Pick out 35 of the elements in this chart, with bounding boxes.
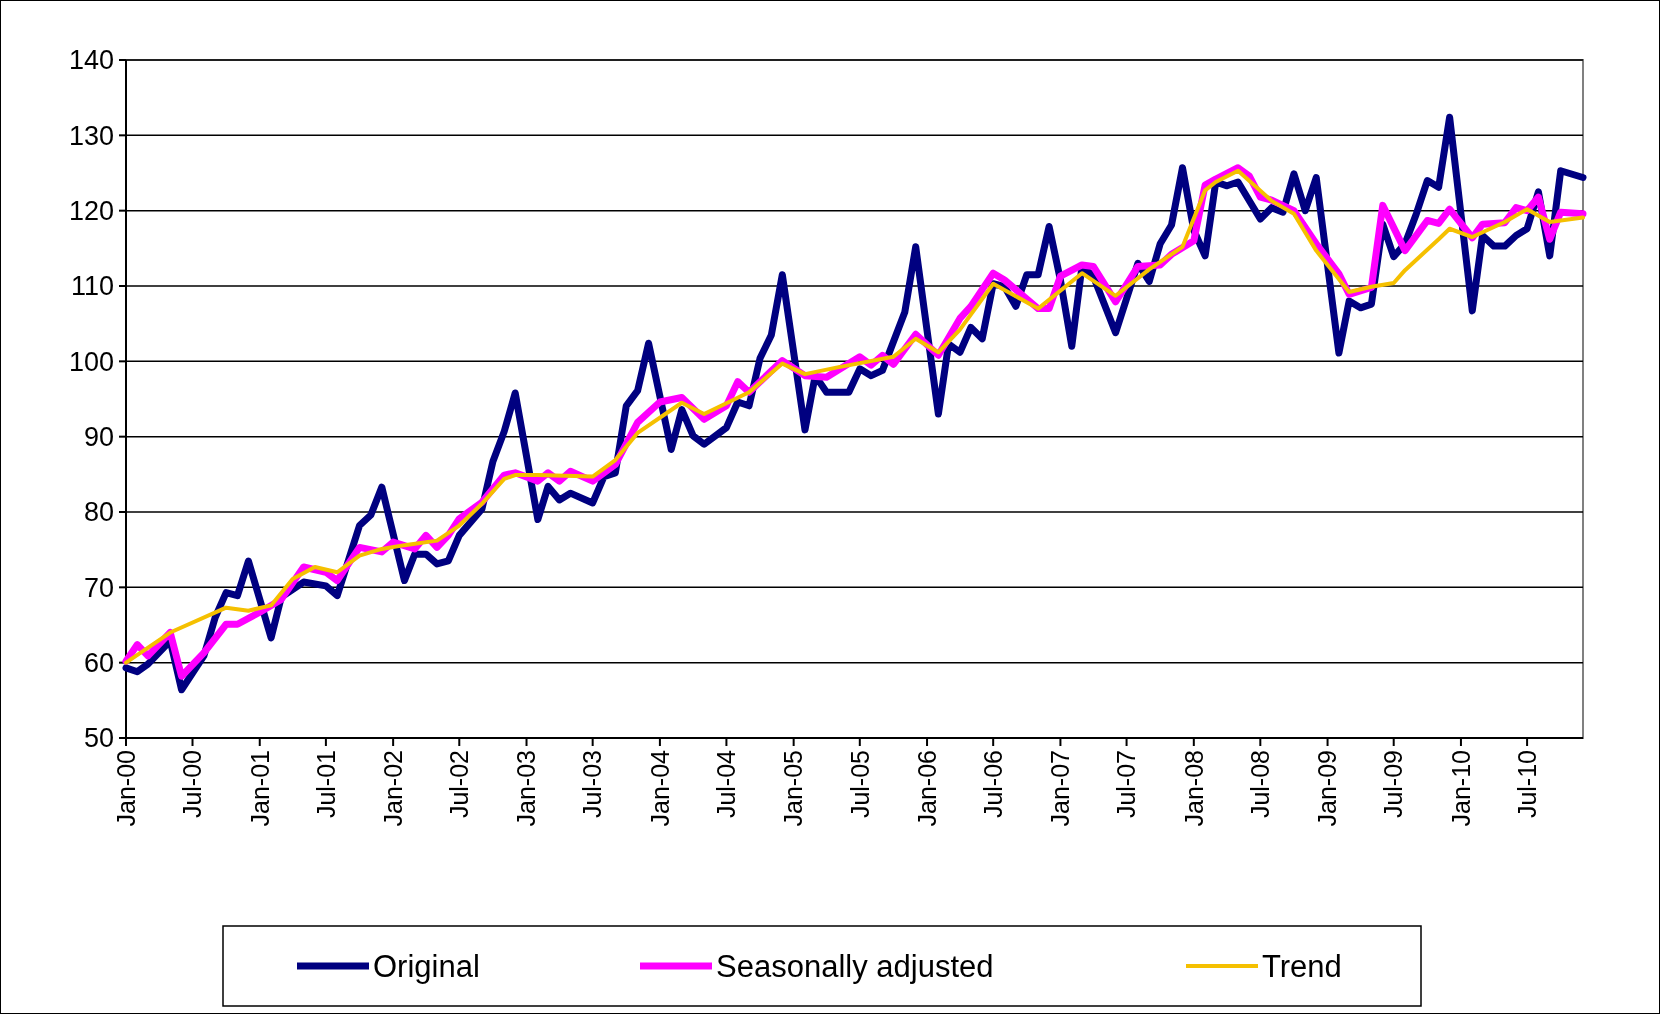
x-tick-label: Jan-10 (1446, 750, 1475, 827)
x-tick-label: Jan-07 (1046, 750, 1075, 827)
y-tick-label: 130 (68, 120, 114, 151)
x-tick-label: Jan-05 (779, 750, 808, 827)
x-tick-label: Jan-03 (512, 750, 541, 827)
x-tick-label: Jan-00 (111, 750, 140, 827)
legend-label: Original (373, 948, 480, 984)
y-tick-label: 110 (70, 271, 114, 302)
x-tick-label: Jul-02 (445, 750, 474, 819)
y-tick-label: 90 (83, 422, 114, 453)
x-tick-label: Jul-01 (311, 750, 340, 819)
x-tick-label: Jan-01 (245, 750, 274, 827)
x-tick-label: Jan-02 (378, 750, 407, 827)
y-tick-label: 140 (68, 45, 114, 76)
x-tick-label: Jul-07 (1112, 750, 1141, 819)
y-tick-label: 80 (83, 497, 114, 528)
y-tick-label: 60 (83, 648, 114, 679)
x-tick-label: Jul-05 (845, 750, 874, 819)
y-tick-label: 120 (68, 196, 114, 227)
x-tick-label: Jul-00 (178, 750, 207, 819)
x-tick-label: Jul-09 (1379, 750, 1408, 819)
x-tick-label: Jul-08 (1246, 750, 1275, 819)
x-tick-label: Jul-03 (578, 750, 607, 819)
legend-label: Trend (1262, 948, 1342, 984)
x-tick-label: Jan-09 (1313, 750, 1342, 827)
y-tick-label: 100 (68, 346, 114, 377)
x-tick-label: Jan-08 (1179, 750, 1208, 827)
legend-label: Seasonally adjusted (716, 948, 994, 984)
x-tick-label: Jul-06 (978, 750, 1007, 819)
x-tick-label: Jan-04 (645, 749, 674, 827)
x-tick-label: Jul-10 (1512, 750, 1541, 819)
x-tick-label: Jan-06 (912, 750, 941, 827)
y-tick-label: 70 (83, 572, 114, 603)
x-tick-label: Jul-04 (712, 749, 741, 819)
y-tick-label: 50 (83, 723, 114, 754)
